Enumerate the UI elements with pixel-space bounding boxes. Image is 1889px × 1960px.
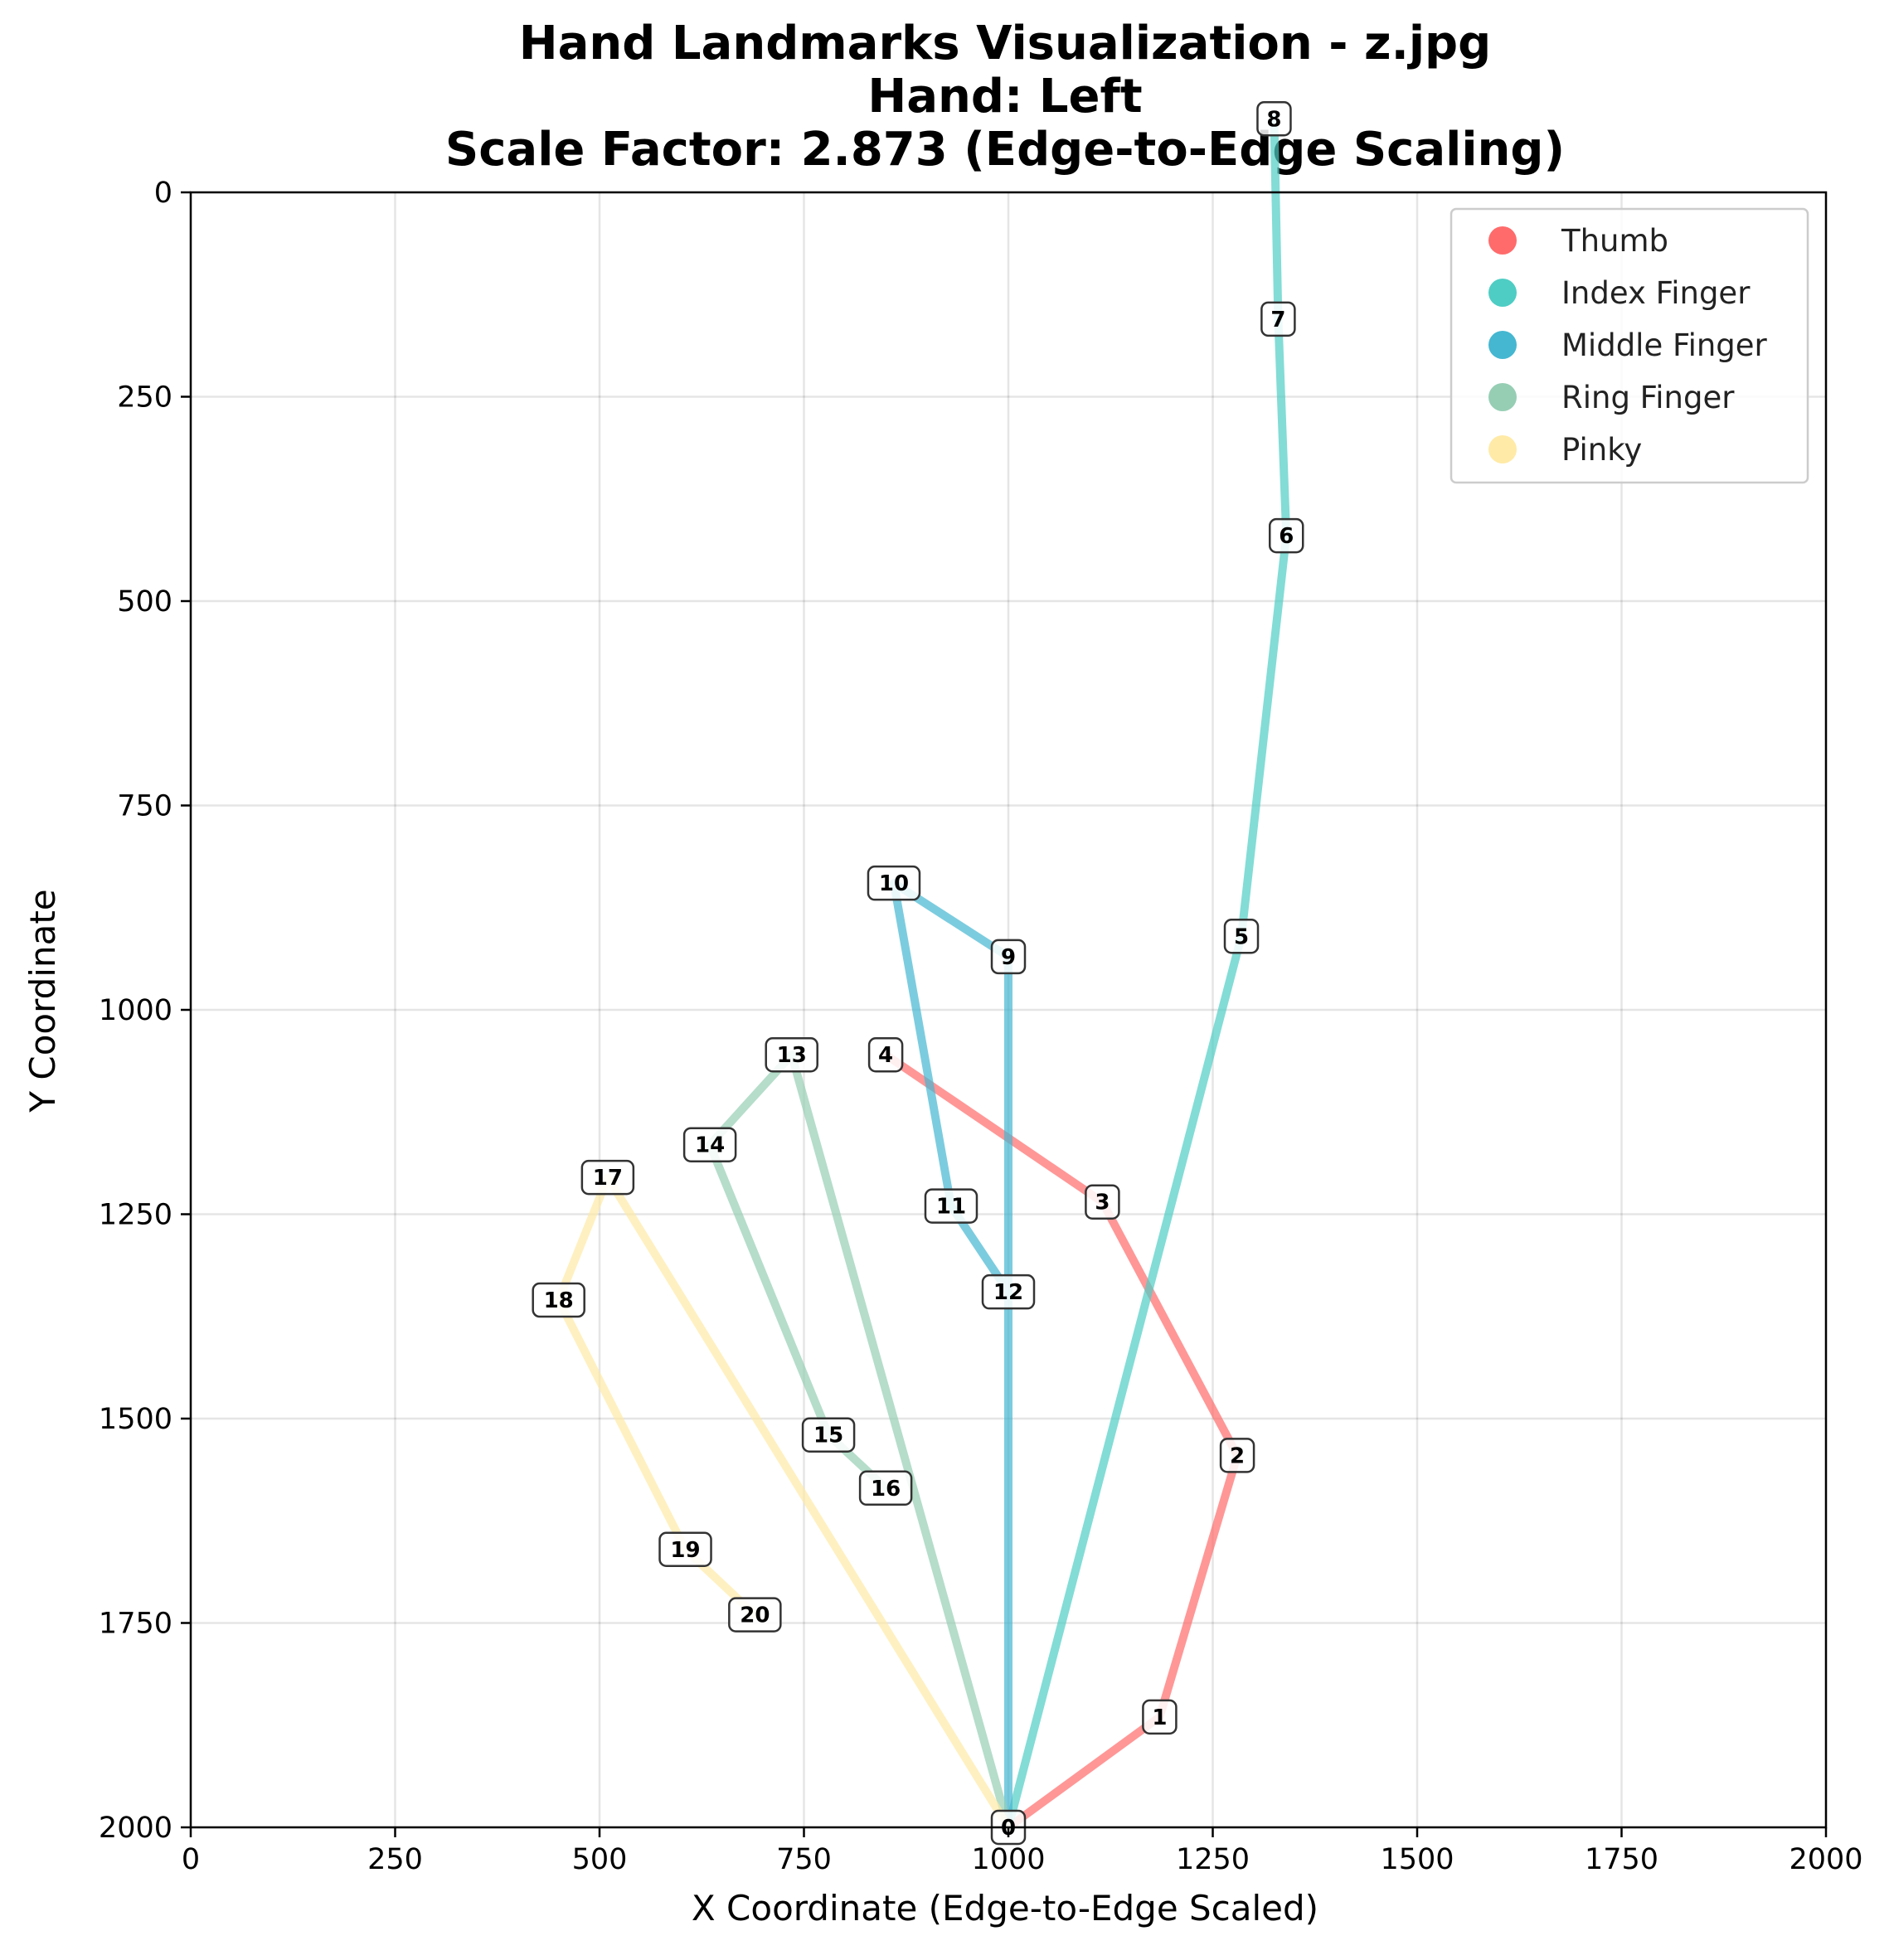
landmark-label-text: 20 — [740, 1603, 770, 1628]
landmark-label-3: 3 — [1085, 1184, 1120, 1220]
x-tick-label: 1750 — [1585, 1843, 1658, 1876]
x-tick-label: 1250 — [1176, 1843, 1250, 1876]
landmark-label-box — [1260, 301, 1296, 337]
landmark-label-8: 8 — [1256, 101, 1292, 137]
legend: Thumb Index Finger Middle Finger Ring Finge… — [1450, 207, 1809, 484]
x-tick-label: 1000 — [971, 1843, 1045, 1876]
landmark-label-text: 19 — [670, 1538, 700, 1563]
legend-marker-pinky — [1488, 435, 1517, 463]
landmark-label-text: 12 — [993, 1280, 1023, 1305]
legend-label-index-finger: Index Finger — [1561, 275, 1751, 311]
y-axis-label: Y Coordinate — [22, 889, 63, 1113]
landmark-label-box — [532, 1282, 585, 1318]
landmark-label-text: 16 — [871, 1477, 901, 1502]
landmark-label-18: 18 — [532, 1282, 585, 1318]
legend-label-middle-finger: Middle Finger — [1561, 327, 1768, 363]
landmark-label-text: 11 — [936, 1195, 966, 1220]
y-tick-label: 1500 — [99, 1403, 172, 1436]
landmark-label-17: 17 — [580, 1159, 635, 1196]
landmark-label-text: 10 — [879, 871, 909, 896]
x-tick-label: 1500 — [1380, 1843, 1454, 1876]
title-line-3: Scale Factor: 2.873 (Edge-to-Edge Scalin… — [445, 123, 1565, 177]
landmark-label-text: 2 — [1230, 1443, 1245, 1468]
landmark-label-box — [1256, 101, 1292, 137]
legend-label-pinky: Pinky — [1561, 432, 1642, 468]
landmark-label-text: 5 — [1234, 924, 1249, 949]
landmark-label-14: 14 — [682, 1127, 737, 1162]
x-tick-label: 250 — [367, 1843, 423, 1876]
landmark-label-box — [1219, 1438, 1255, 1473]
landmark-label-text: 17 — [593, 1166, 623, 1191]
y-tick-label: 2000 — [99, 1812, 172, 1845]
x-axis-label: X Coordinate (Edge-to-Edge Scaled) — [692, 1888, 1318, 1928]
x-tick-label: 2000 — [1789, 1843, 1862, 1876]
landmark-label-text: 14 — [695, 1133, 725, 1158]
landmark-label-text: 9 — [1001, 945, 1016, 970]
y-tick-label: 1000 — [99, 994, 172, 1027]
landmark-label-5: 5 — [1223, 919, 1260, 954]
legend-marker-ring-finger — [1488, 383, 1517, 411]
landmark-label-text: 8 — [1266, 107, 1281, 132]
landmark-label-13: 13 — [765, 1036, 818, 1073]
landmark-label-11: 11 — [924, 1188, 978, 1224]
legend-marker-thumb — [1488, 226, 1517, 255]
landmark-label-text: 6 — [1279, 524, 1294, 549]
landmark-label-box — [580, 1159, 635, 1196]
landmark-label-text: 3 — [1095, 1191, 1110, 1215]
title-line-2: Hand: Left — [867, 70, 1142, 124]
y-tick-label: 750 — [117, 790, 172, 823]
landmark-label-text: 1 — [1152, 1705, 1167, 1730]
x-tick-label: 750 — [776, 1843, 832, 1876]
landmark-label-box — [1085, 1184, 1120, 1220]
legend-label-ring-finger: Ring Finger — [1561, 380, 1735, 415]
title-line-1: Hand Landmarks Visualization - z.jpg — [519, 17, 1491, 70]
landmark-label-box — [1268, 517, 1304, 554]
landmark-label-16: 16 — [858, 1470, 913, 1506]
legend-box — [1450, 207, 1809, 484]
y-tick-label: 0 — [154, 177, 172, 210]
landmark-label-box — [765, 1036, 818, 1073]
y-tick-label: 1750 — [99, 1608, 172, 1641]
landmark-label-box — [990, 939, 1027, 975]
landmark-label-box — [981, 1274, 1036, 1310]
landmark-label-box — [858, 1470, 913, 1506]
y-tick-label: 500 — [117, 585, 172, 619]
landmark-label-9: 9 — [990, 939, 1027, 975]
landmark-label-box — [728, 1597, 782, 1633]
landmark-label-text: 4 — [878, 1043, 893, 1068]
landmark-labels: 01234567891011121314151617181920 — [532, 101, 1304, 1846]
landmark-label-text: 7 — [1270, 308, 1285, 332]
landmark-label-box — [1142, 1699, 1178, 1735]
landmark-label-box — [658, 1531, 712, 1568]
y-tick-label: 1250 — [99, 1199, 172, 1232]
landmark-label-box — [867, 1036, 904, 1073]
x-tick-label: 0 — [182, 1843, 200, 1876]
landmark-label-10: 10 — [867, 865, 921, 901]
legend-marker-middle-finger — [1488, 331, 1517, 359]
landmark-label-12: 12 — [981, 1274, 1036, 1310]
landmark-label-text: 13 — [777, 1043, 807, 1068]
landmark-label-20: 20 — [728, 1597, 782, 1633]
landmark-label-box — [924, 1188, 978, 1224]
landmark-label-text: 18 — [544, 1288, 574, 1313]
landmark-label-box — [801, 1417, 856, 1453]
landmark-label-1: 1 — [1142, 1699, 1178, 1735]
legend-marker-index-finger — [1488, 279, 1517, 307]
axis-ticks: 0 250 500 750 1000 1250 1500 1750 2000 0 250 500 750… — [99, 177, 1863, 1876]
landmark-label-15: 15 — [801, 1417, 856, 1453]
landmark-label-box — [867, 865, 921, 901]
landmark-label-text: 15 — [813, 1424, 843, 1448]
chart-title: Hand Landmarks Visualization - z.jpg Han… — [445, 17, 1565, 177]
landmark-label-19: 19 — [658, 1531, 712, 1568]
landmark-label-4: 4 — [867, 1036, 904, 1073]
landmark-label-2: 2 — [1219, 1438, 1255, 1473]
legend-label-thumb: Thumb — [1561, 223, 1668, 259]
landmark-label-7: 7 — [1260, 301, 1296, 337]
y-tick-label: 250 — [117, 381, 172, 415]
landmark-label-6: 6 — [1268, 517, 1304, 554]
landmark-label-box — [682, 1127, 737, 1162]
x-tick-label: 500 — [572, 1843, 628, 1876]
landmark-label-box — [1223, 919, 1260, 954]
